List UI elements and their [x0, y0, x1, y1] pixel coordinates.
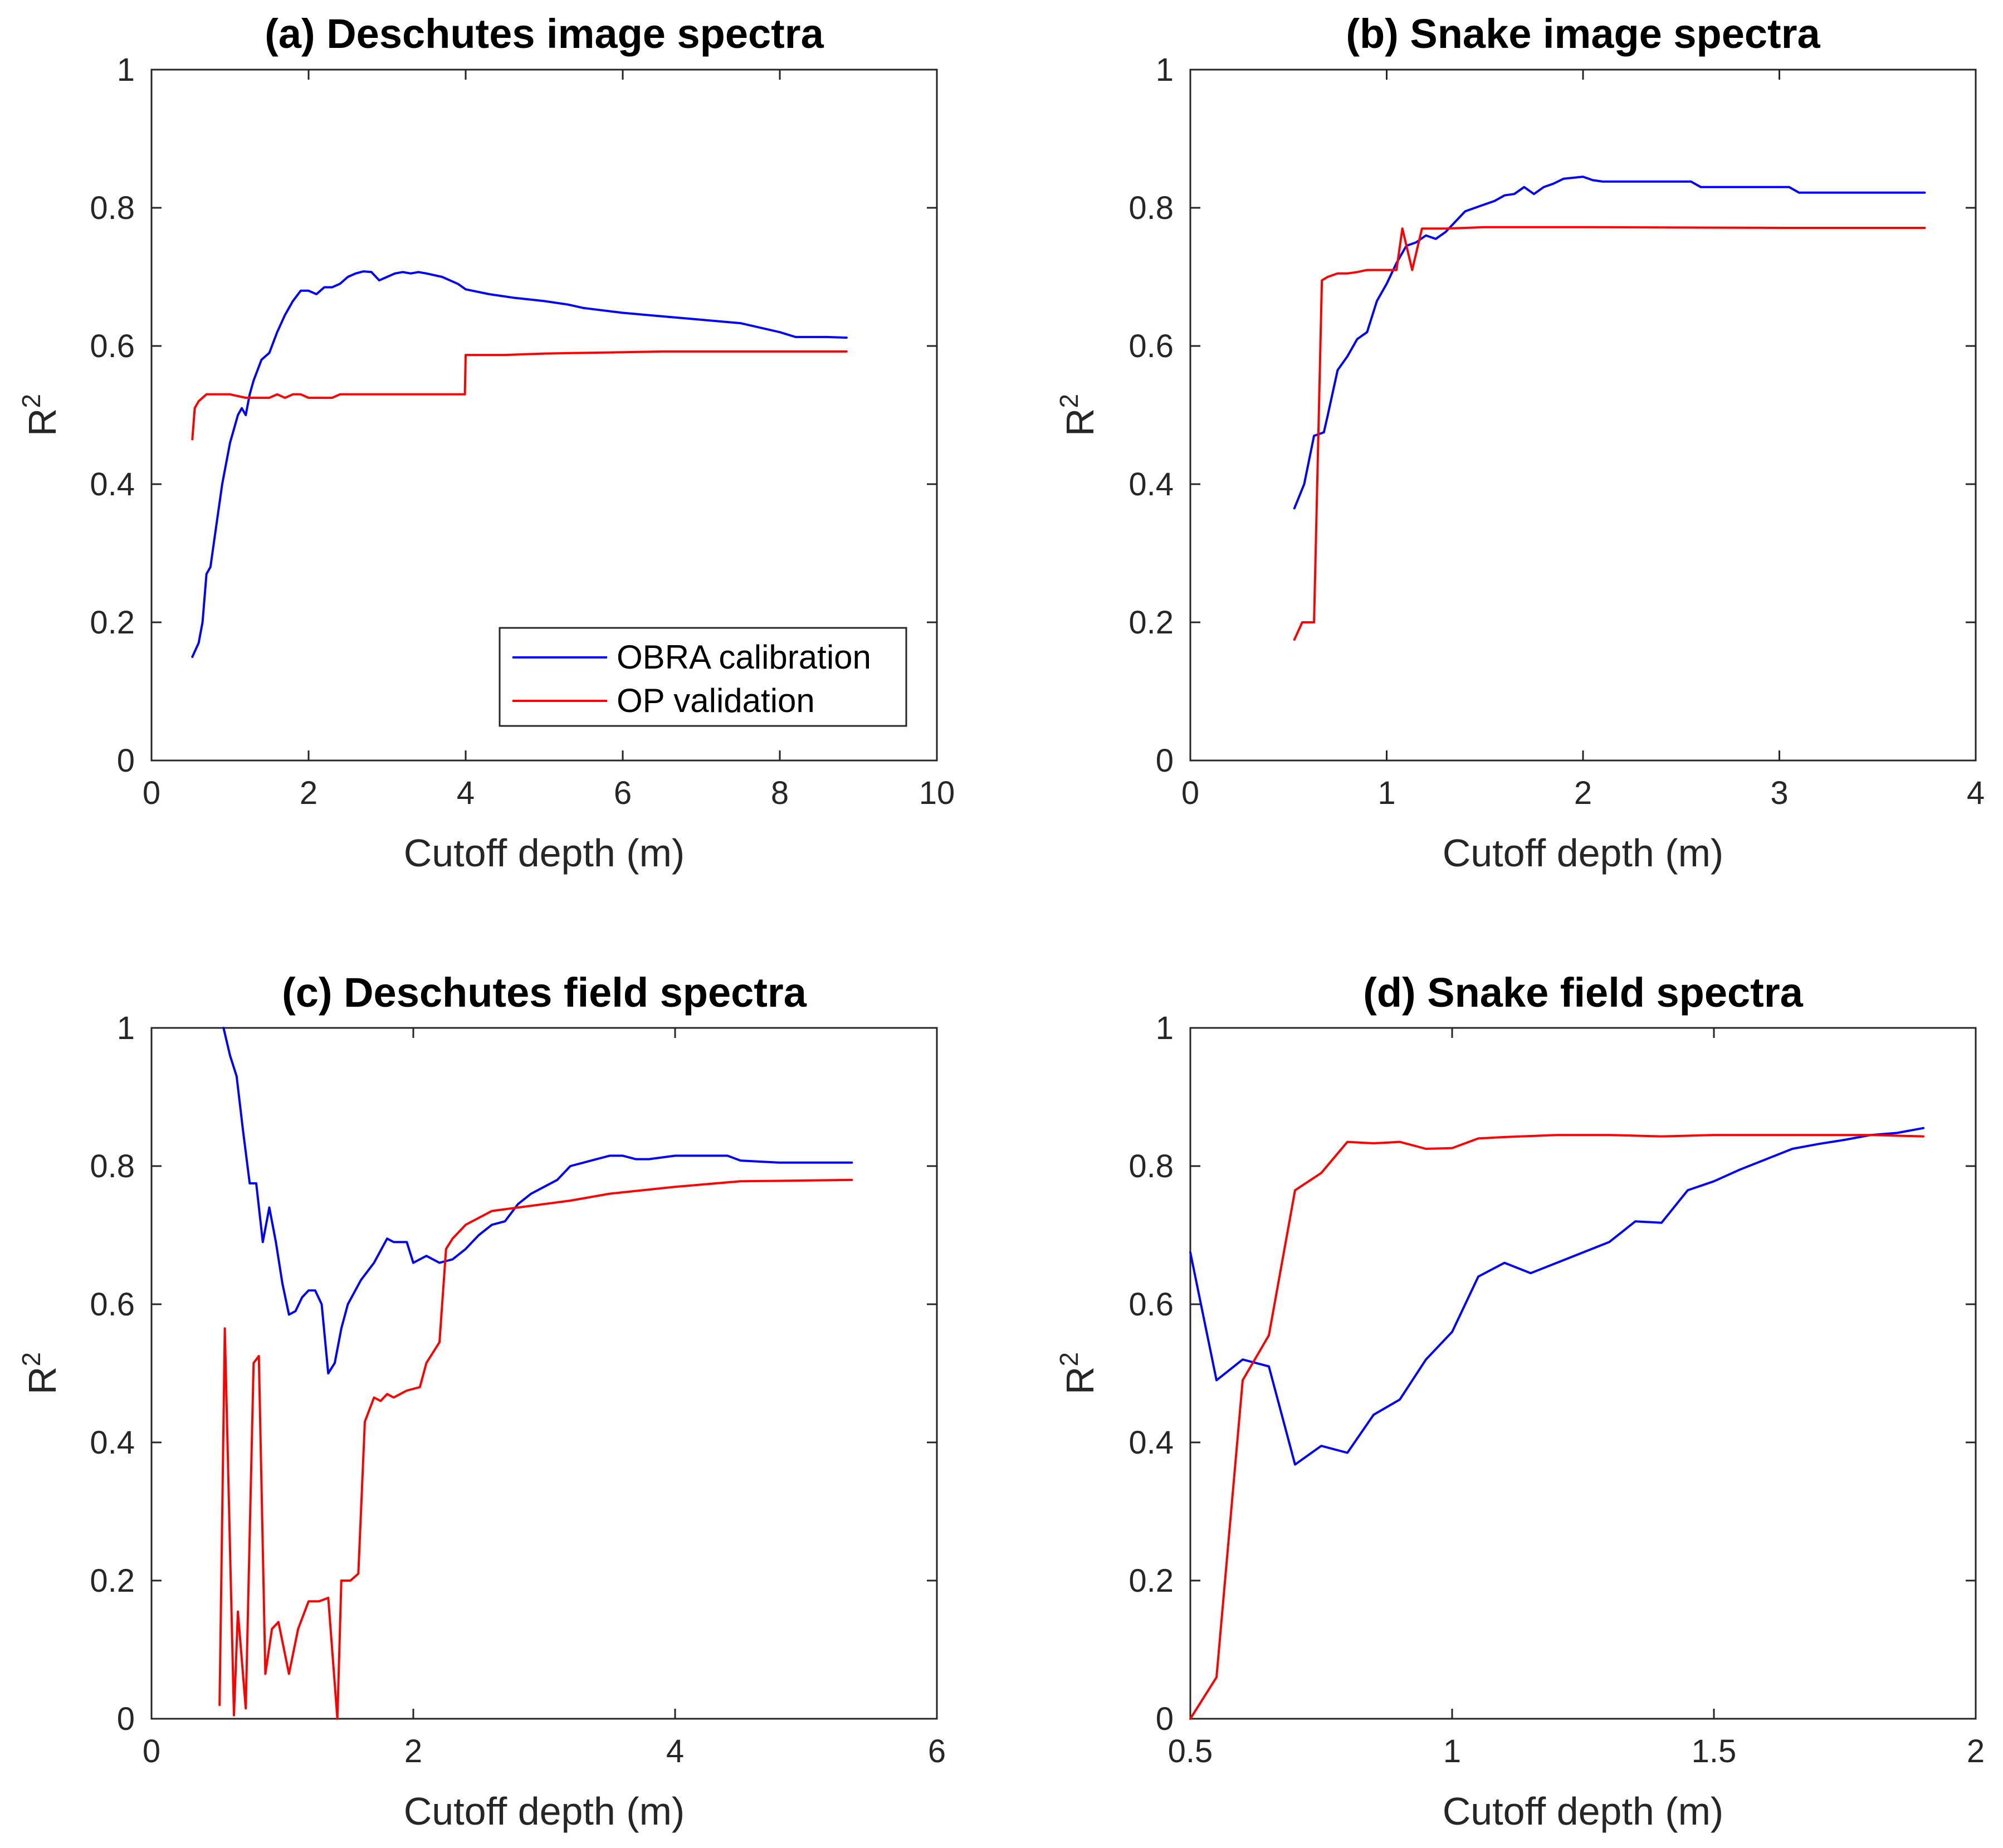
x-tick-label: 1: [1377, 775, 1395, 811]
chart-title: (b) Snake image spectra: [1346, 11, 1820, 57]
series-group: [1293, 175, 1926, 641]
series-line-op-validation: [1293, 226, 1926, 641]
chart-title: (d) Snake field spectra: [1363, 969, 1803, 1016]
y-tick-label: 1: [1156, 1010, 1174, 1046]
legend-label-calibration: OBRA calibration: [617, 638, 871, 676]
y-axis-label-superscript: 2: [1054, 394, 1083, 408]
y-axis-label-base: R: [1058, 408, 1102, 437]
x-axis-label: Cutoff depth (m): [404, 831, 685, 875]
panel-b: (b) Snake image spectra 0 1 2 3 400.20.40.60…: [1054, 11, 1985, 875]
y-tick-label: 0: [1156, 1701, 1174, 1737]
y-axis-label: R2: [1054, 394, 1102, 436]
x-tick-label: 2: [1967, 1733, 1985, 1769]
x-tick-label: 4: [457, 775, 475, 811]
y-tick-label: 0.8: [1128, 190, 1174, 226]
y-axis-label-superscript: 2: [17, 394, 46, 408]
series-line-obra-calibration: [191, 270, 848, 658]
series-group: [1189, 1127, 1924, 1720]
y-axis-label: R2: [1054, 1352, 1102, 1394]
y-tick-label: 0.4: [90, 466, 135, 503]
y-tick-label: 0.8: [1128, 1148, 1174, 1184]
y-tick-label: 0.4: [1128, 1425, 1174, 1461]
x-tick-label: 2: [404, 1733, 422, 1769]
axes-box: [150, 1027, 938, 1720]
x-axis-label: Cutoff depth (m): [1443, 831, 1724, 875]
x-tick-label: 0: [143, 1733, 160, 1769]
chart-title: (a) Deschutes image spectra: [265, 11, 824, 57]
legend: OBRA calibration OP validation: [499, 627, 907, 727]
series-line-op-validation: [1189, 1134, 1924, 1720]
y-tick-label: 0: [117, 743, 135, 779]
x-tick-label: 4: [1967, 775, 1985, 811]
series-group: [218, 1027, 853, 1720]
y-axis-label-superscript: 2: [1054, 1352, 1083, 1367]
y-tick-label: 0: [117, 1701, 135, 1737]
y-tick-label: 0.2: [90, 604, 135, 641]
axes-box: [1189, 1027, 1977, 1720]
legend-box: [499, 627, 907, 727]
panel-c: (c) Deschutes field spectra 0 2 4 600.20.40…: [17, 969, 946, 1833]
x-tick-label: 1.5: [1692, 1733, 1737, 1769]
series-line-obra-calibration: [1189, 1127, 1924, 1466]
x-axis-label: Cutoff depth (m): [1443, 1790, 1724, 1833]
y-axis-label-base: R: [21, 1367, 64, 1395]
y-axis-label-base: R: [1058, 1367, 1102, 1395]
x-tick-label: 6: [928, 1733, 946, 1769]
y-tick-label: 0.8: [90, 190, 135, 226]
y-axis-label-base: R: [21, 408, 64, 437]
x-tick-label: 8: [771, 775, 789, 811]
y-tick-label: 0.2: [1128, 604, 1174, 641]
y-tick-label: 0.6: [1128, 328, 1174, 364]
x-tick-label: 4: [666, 1733, 684, 1769]
y-tick-label: 0.4: [1128, 466, 1174, 503]
x-tick-label: 3: [1770, 775, 1788, 811]
y-tick-label: 0.8: [90, 1148, 135, 1184]
panel-d: (d) Snake field spectra 0.5 1 1.5 200.20.40…: [1054, 969, 1985, 1833]
y-axis-label: R2: [17, 394, 64, 436]
y-tick-label: 0.6: [90, 1286, 135, 1323]
series-line-op-validation: [191, 350, 848, 441]
x-tick-label: 6: [614, 775, 632, 811]
x-axis-label: Cutoff depth (m): [404, 1790, 685, 1833]
x-tick-label: 10: [919, 775, 955, 811]
y-tick-label: 1: [117, 52, 135, 88]
ticks: 0.5 1 1.5 2 0 0.2 0.4 0.6 0.8 1: [1128, 1010, 1985, 1769]
y-tick-label: 0.6: [1128, 1286, 1174, 1323]
y-axis-label-superscript: 2: [17, 1352, 46, 1367]
y-tick-label: 0: [1156, 743, 1174, 779]
series-line-op-validation: [218, 1178, 853, 1720]
y-tick-label: 0.2: [1128, 1563, 1174, 1599]
x-tick-label: 0: [143, 775, 160, 811]
chart-title: (c) Deschutes field spectra: [282, 969, 807, 1016]
x-tick-label: 1: [1443, 1733, 1461, 1769]
x-tick-label: 2: [300, 775, 317, 811]
x-tick-label: 0.5: [1168, 1733, 1213, 1769]
ticks: 0 2 4 6 0 0.2 0.4 0.6 0.8 1: [90, 1010, 946, 1769]
y-tick-label: 1: [1156, 52, 1174, 88]
ticks: 0 1 2 3 4 0 0.2 0.4 0.6 0.8 1: [1128, 52, 1985, 811]
y-axis-label: R2: [17, 1352, 64, 1394]
y-tick-label: 1: [117, 1010, 135, 1046]
y-tick-label: 0.4: [90, 1425, 135, 1461]
x-tick-label: 0: [1181, 775, 1199, 811]
ticks: 0 2 4 6 8 10 0 0.2 0.4 0.6 0.8 1: [90, 52, 955, 811]
axes-box: [150, 69, 938, 762]
legend-label-validation: OP validation: [617, 682, 815, 719]
series-line-obra-calibration: [222, 1027, 853, 1374]
series-line-obra-calibration: [1293, 175, 1926, 510]
y-tick-label: 0.6: [90, 328, 135, 364]
series-group: [191, 270, 848, 658]
panel-a: (a) Deschutes image spectra 0 2 4 6 8 1000.20…: [17, 11, 955, 875]
y-tick-label: 0.2: [90, 1563, 135, 1599]
x-tick-label: 2: [1574, 775, 1592, 811]
